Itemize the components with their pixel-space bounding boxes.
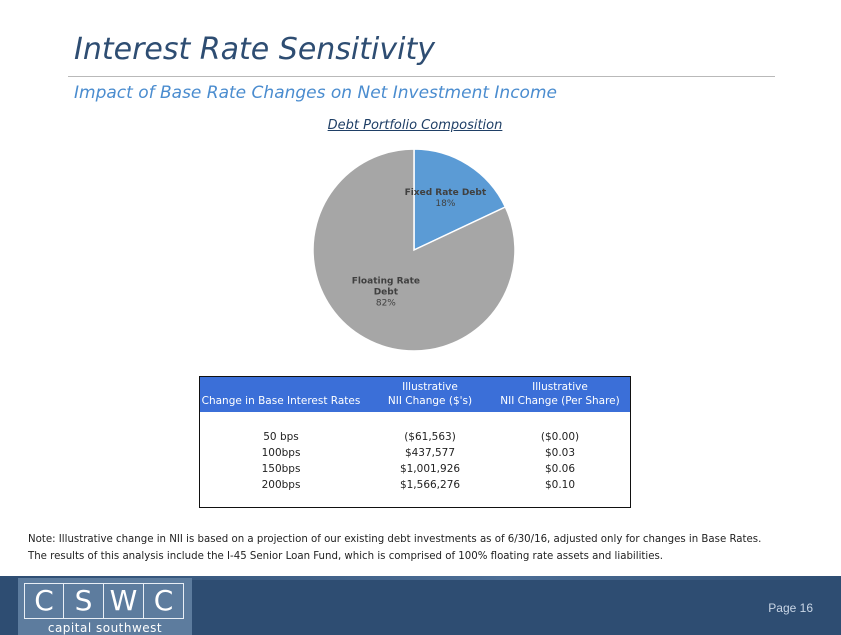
pie-slice-floating-rate-debt bbox=[312, 148, 516, 352]
footer-accent-band bbox=[0, 576, 841, 580]
logo-letter: C bbox=[24, 583, 64, 619]
logo-letter: C bbox=[144, 583, 184, 619]
pie-slice-fixed-rate-debt bbox=[413, 148, 507, 252]
cell-nii-dollars: $1,001,926 bbox=[399, 463, 461, 475]
pie-name-label: Fixed Rate Debt bbox=[405, 188, 487, 198]
cell-rate-change: 100bps bbox=[261, 447, 301, 459]
pie-percent-label: 18% bbox=[435, 199, 455, 209]
table-row: 100bps $437,577 $0.03 bbox=[200, 445, 630, 461]
cell-rate-change: 150bps bbox=[261, 463, 301, 475]
cell-nii-dollars: $437,577 bbox=[404, 447, 456, 459]
debt-composition-pie-chart: Fixed Rate Debt 18% Floating Rate Debt 82% bbox=[312, 148, 516, 352]
chart-title: Debt Portfolio Composition bbox=[327, 118, 503, 133]
cell-nii-per-share: $0.06 bbox=[544, 463, 576, 475]
header-change-in-base-rates: Change in Base Interest Rates bbox=[201, 395, 361, 407]
pie-name-label: Floating Rate bbox=[352, 276, 420, 286]
pie-percent-label: 82% bbox=[376, 298, 396, 308]
cell-nii-dollars: ($61,563) bbox=[404, 431, 456, 443]
cell-nii-per-share: $0.03 bbox=[544, 447, 576, 459]
logo-letter: S bbox=[64, 583, 104, 619]
cswc-logo: C S W C capital southwest bbox=[18, 578, 192, 635]
pie-label-fixed-rate-debt: Fixed Rate Debt 18% bbox=[405, 188, 487, 209]
header-nii-change-per-share: Illustrative NII Change (Per Share) bbox=[500, 381, 620, 407]
pie-name-label: Debt bbox=[374, 287, 399, 297]
table-header-row: Change in Base Interest Rates Illustrati… bbox=[200, 377, 630, 412]
cell-rate-change: 200bps bbox=[261, 479, 301, 491]
nii-sensitivity-table: Change in Base Interest Rates Illustrati… bbox=[199, 376, 631, 508]
table-row: 50 bps ($61,563) ($0.00) bbox=[200, 429, 630, 445]
pie-label-floating-rate-debt: Floating Rate Debt 82% bbox=[352, 276, 420, 308]
logo-letter: W bbox=[104, 583, 144, 619]
slide-title: Interest Rate Sensitivity bbox=[74, 32, 435, 67]
title-divider bbox=[68, 76, 775, 77]
cell-nii-per-share: $0.10 bbox=[544, 479, 576, 491]
header-nii-change-dollars: Illustrative NII Change ($'s) bbox=[387, 381, 473, 407]
footnote-line-1: Note: Illustrative change in NII is base… bbox=[28, 534, 762, 545]
cell-nii-per-share: ($0.00) bbox=[540, 431, 580, 443]
cell-rate-change: 50 bps bbox=[263, 431, 299, 443]
logo-tagline: capital southwest bbox=[47, 621, 163, 635]
slide-subtitle: Impact of Base Rate Changes on Net Inves… bbox=[74, 83, 557, 103]
cell-nii-dollars: $1,566,276 bbox=[399, 479, 461, 491]
page-number: Page 16 bbox=[768, 601, 813, 615]
table-row: 200bps $1,566,276 $0.10 bbox=[200, 477, 630, 493]
footnote-line-2: The results of this analysis include the… bbox=[28, 551, 664, 562]
footnote: Note: Illustrative change in NII is base… bbox=[28, 531, 828, 565]
logo-letter-boxes: C S W C bbox=[24, 583, 184, 619]
table-row: 150bps $1,001,926 $0.06 bbox=[200, 461, 630, 477]
table-body: 50 bps ($61,563) ($0.00) 100bps $437,577… bbox=[200, 429, 630, 493]
